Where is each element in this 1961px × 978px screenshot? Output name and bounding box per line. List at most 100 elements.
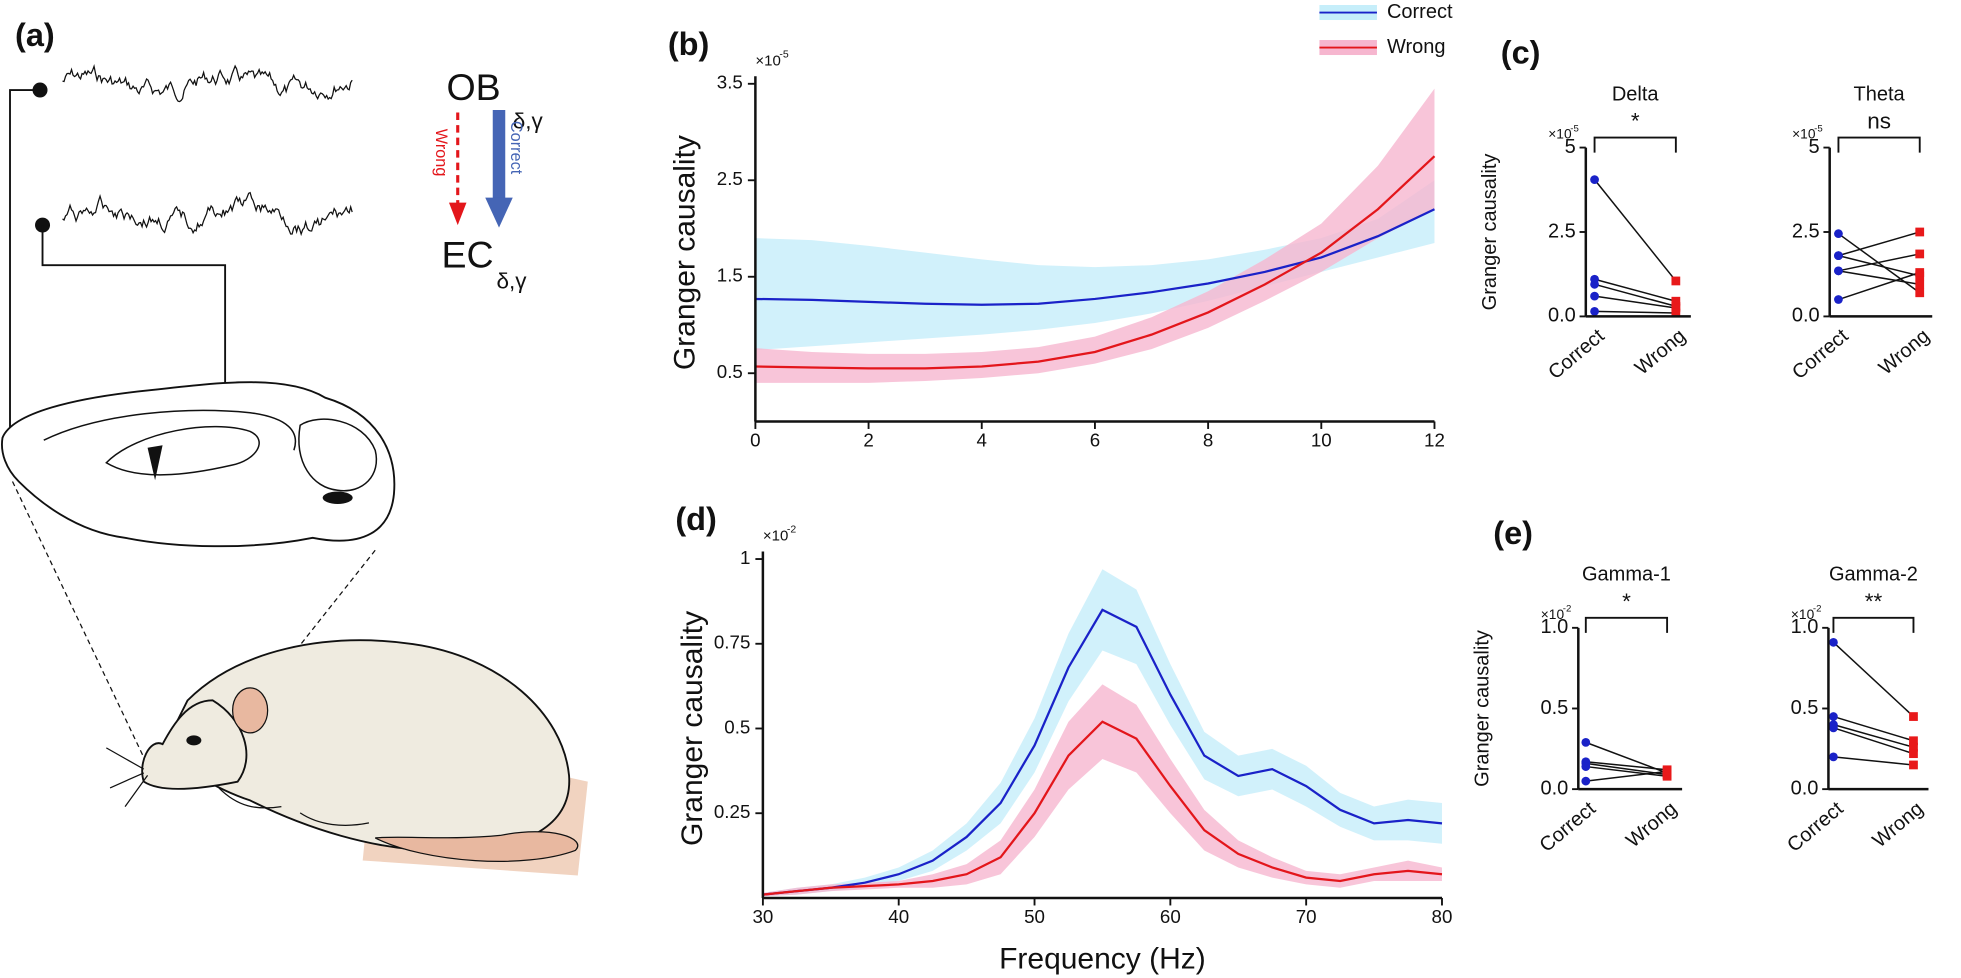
scale-base: ×10	[755, 52, 780, 69]
y-axis-label: Granger causality	[1472, 630, 1494, 787]
lfp-trace	[62, 191, 353, 237]
y-tick-label: 0.5	[717, 361, 743, 382]
pair-line	[1838, 270, 1920, 286]
point	[1590, 291, 1599, 301]
point	[1915, 227, 1925, 237]
pair-line	[1594, 283, 1677, 308]
x-tick-label: 50	[1024, 906, 1045, 927]
scale-base: ×10	[763, 527, 788, 544]
point	[1909, 742, 1918, 752]
x-tick-label: 0	[750, 429, 760, 450]
ventricle	[147, 445, 163, 481]
y-tick-label: 0.0	[1791, 777, 1819, 799]
y-tick-label: 0.0	[1548, 305, 1576, 327]
scale-base: ×10	[1791, 607, 1815, 622]
y-tick-label: 2.5	[717, 168, 743, 189]
pair-line	[1837, 233, 1921, 294]
significance-bracket	[1832, 616, 1915, 633]
mean-line	[762, 608, 1443, 896]
y-tick-label: 1	[740, 547, 750, 568]
pair-line	[1833, 715, 1914, 742]
scale-base: ×10	[1792, 127, 1816, 142]
wire	[41, 225, 227, 413]
point	[1834, 251, 1843, 261]
panel-label: (c)	[1501, 35, 1541, 71]
point	[1915, 249, 1925, 259]
x-tick-label: 8	[1203, 429, 1213, 450]
x-tick-label: Wrong	[1875, 325, 1934, 379]
x-tick-label: Wrong	[1631, 325, 1690, 379]
rat-eye	[186, 735, 202, 746]
y-tick-label: 0.5	[724, 716, 750, 737]
point	[1590, 306, 1599, 316]
point	[1915, 288, 1925, 298]
point	[1915, 268, 1925, 277]
rat-body	[161, 639, 571, 852]
significance-label: ns	[1867, 109, 1891, 134]
y-tick-label: 1.5	[717, 265, 743, 286]
point	[1915, 279, 1925, 289]
point	[1829, 637, 1838, 647]
point	[1909, 736, 1918, 746]
pair-line	[1838, 254, 1920, 277]
point	[1662, 771, 1672, 781]
x-tick-label: 4	[977, 429, 987, 450]
scale-exponent: -2	[1563, 604, 1572, 615]
pair-line	[1833, 723, 1914, 748]
y-tick-label: 1.0	[1791, 616, 1819, 638]
mean-line	[755, 208, 1435, 306]
scale-exponent: -2	[787, 524, 796, 536]
x-tick-label: 60	[1160, 906, 1181, 927]
rat-ear	[231, 687, 269, 734]
significance-bracket	[1837, 136, 1921, 153]
x-tick-label: 10	[1311, 429, 1332, 450]
arrow-head	[448, 202, 467, 226]
significance-label: *	[1622, 589, 1631, 614]
pair-line	[1593, 179, 1677, 282]
point	[1829, 723, 1838, 733]
x-tick-label: 6	[1090, 429, 1100, 450]
y-tick-label: 1.0	[1540, 616, 1568, 638]
panel-label: (e)	[1493, 515, 1533, 551]
confidence-band	[762, 569, 1442, 897]
x-tick-label: Correct	[1544, 325, 1609, 384]
pair-line	[1833, 727, 1914, 755]
point	[1581, 762, 1591, 771]
point	[1662, 767, 1672, 776]
panel-title: Theta	[1854, 83, 1906, 105]
y-tick-label: 0.75	[714, 632, 751, 653]
x-tick-label: Correct	[1783, 797, 1848, 856]
point	[1829, 752, 1838, 762]
pair-line	[1838, 271, 1920, 301]
scale-exponent: -5	[779, 48, 788, 60]
source-label: OB	[446, 66, 500, 108]
panel-title: Gamma-2	[1829, 564, 1918, 586]
target-subscript: δ,γ	[497, 269, 528, 294]
pair-line	[1594, 310, 1676, 314]
scale-base: ×10	[1548, 127, 1572, 142]
significance-bracket	[1584, 616, 1669, 633]
panel-label: (d)	[675, 501, 717, 537]
scale-base: ×10	[1541, 607, 1565, 622]
point	[1834, 266, 1843, 276]
pair-line	[1838, 253, 1920, 272]
lfp-trace	[62, 63, 353, 103]
y-tick-label: 3.5	[717, 72, 743, 93]
x-tick-label: Wrong	[1622, 798, 1681, 852]
y-axis-label: Granger causality	[1479, 154, 1501, 311]
point	[1671, 308, 1681, 318]
cerebellum	[298, 418, 378, 492]
target-label: EC	[441, 234, 493, 276]
nucleus	[322, 491, 353, 505]
pair-line	[1594, 278, 1677, 302]
confidence-band	[755, 88, 1435, 383]
y-tick-label: 0.0	[1540, 777, 1568, 799]
x-tick-label: 30	[752, 906, 773, 927]
whiskers	[105, 747, 149, 808]
panel-label: (a)	[15, 17, 55, 53]
scale-exponent: -5	[1570, 123, 1579, 134]
x-tick-label: 40	[888, 906, 909, 927]
